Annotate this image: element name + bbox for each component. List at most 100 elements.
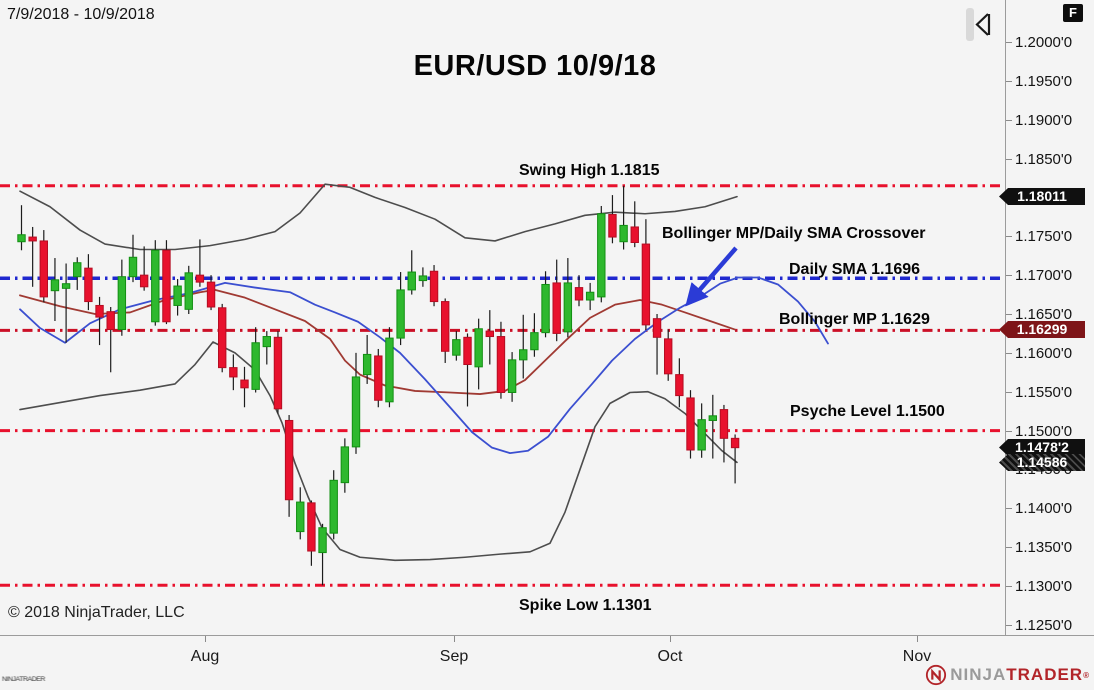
candle-body [474, 328, 483, 368]
last-price-tag: 1.1478'2 [999, 439, 1085, 456]
time-axis-tick [454, 636, 455, 642]
price-axis-tick [1006, 508, 1012, 509]
price-axis-tick [1006, 81, 1012, 82]
candle-body [340, 446, 350, 484]
candle-body [362, 353, 372, 376]
price-axis-tick [1006, 314, 1012, 315]
candle-body [463, 336, 472, 366]
time-axis-separator [0, 635, 1094, 636]
candle-body [385, 337, 394, 403]
price-axis-tick [1006, 353, 1012, 354]
chart-plot-area[interactable]: Swing High 1.1815 Daily SMA 1.1696 Bolling… [0, 0, 1005, 635]
candle-body [84, 267, 93, 303]
candle-body [39, 240, 48, 298]
candle-body [17, 234, 26, 243]
candle-body [251, 342, 260, 390]
candle-body [273, 336, 283, 410]
candle-body [262, 336, 272, 348]
bollinger-lower-band [19, 341, 738, 562]
bollinger-upper-band [19, 183, 738, 251]
candle-body [128, 256, 138, 278]
candle-body [307, 502, 316, 552]
candle-body [597, 213, 606, 298]
candle-body [563, 282, 573, 333]
upper-band-price-tag: 1.18011 [999, 188, 1085, 205]
month-label-nov: Nov [902, 648, 932, 665]
price-axis[interactable]: 1.2000'01.1950'01.1900'01.1850'01.1800'0… [999, 0, 1094, 635]
price-axis-tick [1006, 625, 1012, 626]
candle-body [374, 355, 383, 401]
candle-body [552, 282, 561, 334]
candle-body [73, 262, 82, 278]
date-range-label: 7/9/2018 - 10/9/2018 [7, 6, 155, 23]
candle-body [719, 409, 729, 439]
chart-title: EUR/USD 10/9/18 [413, 50, 657, 82]
candle-body [507, 359, 517, 393]
month-label-oct: Oct [657, 648, 683, 665]
brand-ninja: NINJA [950, 665, 1007, 684]
candle-body [429, 270, 439, 303]
candle-body [117, 276, 127, 331]
price-axis-label: 1.1350'0 [1015, 539, 1073, 556]
candle-body [585, 291, 595, 301]
price-axis-label: 1.1900'0 [1015, 112, 1073, 129]
candle-body [485, 330, 495, 338]
candle-body [162, 249, 171, 323]
candle-body [318, 527, 327, 554]
month-label-sep: Sep [439, 648, 469, 665]
candle-body [139, 274, 149, 288]
price-axis-label: 1.1550'0 [1015, 384, 1073, 401]
daily-sma-line-label: Daily SMA 1.1696 [789, 261, 921, 278]
candle-body [173, 285, 182, 306]
price-axis-label: 1.1600'0 [1015, 345, 1073, 362]
candle-body [697, 419, 706, 451]
candle-body [329, 479, 338, 534]
candle-body [296, 501, 305, 533]
month-label-aug: Aug [190, 648, 220, 665]
price-axis-label: 1.1700'0 [1015, 267, 1073, 284]
candle-body [50, 279, 60, 292]
candle-body [641, 243, 651, 326]
price-axis-tick [1006, 586, 1012, 587]
copyright-label: © 2018 NinjaTrader, LLC [8, 604, 185, 621]
candle-body [229, 367, 238, 378]
time-axis[interactable]: Aug Sep Oct Nov [0, 636, 1094, 690]
price-axis-tick [1006, 547, 1012, 548]
price-axis-label: 1.1300'0 [1015, 578, 1073, 595]
middle-band-price-tag: 1.16299 [999, 321, 1085, 338]
bollinger-middle-band [19, 289, 736, 395]
ninjatrader-logo-icon [926, 664, 947, 686]
spike-low-line-label: Spike Low 1.1301 [519, 597, 652, 614]
psyche-line-label: Psyche Level 1.1500 [790, 403, 945, 420]
candle-body [686, 397, 695, 451]
price-axis-label: 1.1850'0 [1015, 151, 1073, 168]
price-axis-tick [1006, 431, 1012, 432]
panel-f-badge-icon[interactable]: F [1063, 4, 1083, 22]
price-axis-separator [1005, 0, 1006, 635]
chevron-left-collapse-icon[interactable] [966, 8, 992, 41]
time-axis-tick [670, 636, 671, 642]
price-axis-label: 1.1250'0 [1015, 617, 1073, 634]
candle-body [530, 332, 539, 351]
time-axis-tick [205, 636, 206, 642]
candle-body [519, 349, 528, 361]
candle-body [95, 304, 104, 318]
price-axis-tick [1006, 120, 1012, 121]
candle-body [351, 376, 361, 448]
price-axis-label: 1.1500'0 [1015, 423, 1073, 440]
candle-body [218, 307, 227, 369]
price-axis-tick [1006, 42, 1012, 43]
candle-body [151, 249, 160, 323]
candle-body [441, 301, 450, 352]
price-axis-label: 1.1950'0 [1015, 73, 1073, 90]
candle-body [708, 415, 717, 421]
price-axis-label: 1.2000'0 [1015, 34, 1073, 51]
brand-trader: TRADER [1006, 665, 1084, 684]
daily-sma [19, 276, 829, 455]
candle-body [206, 281, 216, 308]
candle-body [652, 318, 662, 338]
registered-mark: ® [1083, 670, 1090, 680]
candle-body [407, 271, 416, 291]
crossover-annotation: Bollinger MP/Daily SMA Crossover [662, 225, 926, 242]
